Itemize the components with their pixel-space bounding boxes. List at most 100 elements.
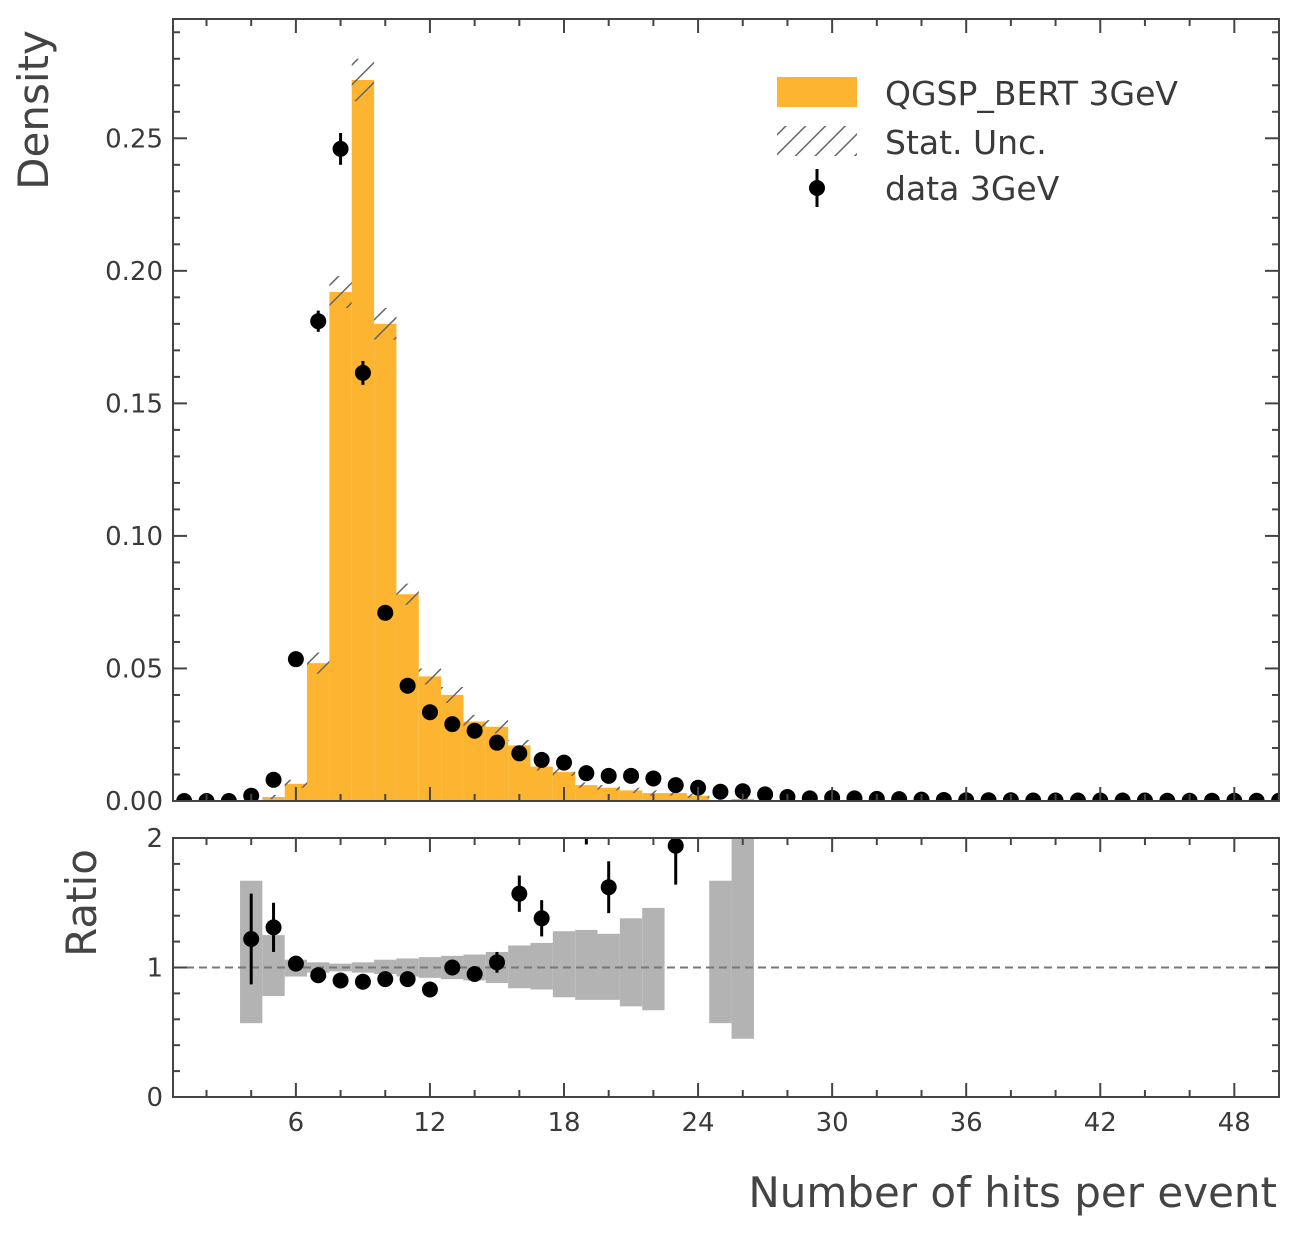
ratio-point xyxy=(287,955,304,972)
ratio-band-bin xyxy=(575,929,598,1000)
stat-unc-hatch xyxy=(374,307,397,340)
ratio-point xyxy=(600,879,617,896)
ratio-point xyxy=(265,919,282,936)
xtick-label: 48 xyxy=(1218,1108,1251,1138)
ratio-band-bin xyxy=(262,935,285,996)
ratio-band-bin xyxy=(329,963,352,972)
data-point xyxy=(421,704,438,721)
data-point xyxy=(1025,792,1042,801)
mc-bar xyxy=(396,594,419,801)
stat-unc-hatch xyxy=(396,583,419,605)
ratio-band-bin xyxy=(619,918,643,1007)
ratio-point xyxy=(399,971,416,988)
ratio-point xyxy=(421,981,438,998)
data-point xyxy=(980,792,997,801)
stat-uncertainty-hatch xyxy=(262,58,754,801)
data-point xyxy=(354,364,371,381)
data-point xyxy=(891,791,908,801)
ratio-point xyxy=(332,972,349,989)
ratio-point xyxy=(488,954,505,971)
ratio-point xyxy=(444,959,461,976)
data-point xyxy=(176,793,193,801)
ytick-label: 0.20 xyxy=(105,257,163,287)
data-point xyxy=(332,140,349,157)
legend-swatch-unc xyxy=(777,126,857,156)
legend-label-data: data 3GeV xyxy=(885,169,1060,208)
ratio-band-bin xyxy=(508,945,531,989)
data-point xyxy=(220,793,237,801)
main-panel: 0.00 0.05 0.10 0.15 0.20 0.25 Density QGSP_BE… xyxy=(9,18,1280,817)
stat-unc-hatch xyxy=(262,794,285,800)
mc-bar xyxy=(374,323,397,801)
ratio-point xyxy=(243,931,260,948)
mc-bar xyxy=(418,676,442,801)
data-point xyxy=(377,604,394,621)
ratio-ticks xyxy=(173,837,1280,1098)
ytick-label: 2 xyxy=(146,824,163,854)
data-point xyxy=(1248,792,1265,801)
ratio-point xyxy=(533,910,550,927)
stat-unc-hatch xyxy=(418,668,442,685)
mc-bar xyxy=(351,79,375,801)
data-point xyxy=(734,783,751,800)
mc-histogram xyxy=(262,79,754,801)
mc-bar xyxy=(441,694,464,801)
data-point xyxy=(846,790,863,801)
stat-unc-hatch xyxy=(307,652,330,674)
xtick-label: 12 xyxy=(413,1108,446,1138)
data-point xyxy=(466,722,483,739)
data-point xyxy=(488,734,505,751)
main-ticks xyxy=(173,19,1280,802)
mc-bar xyxy=(508,745,531,801)
stat-unc-hatch xyxy=(642,790,665,796)
x-axis-title: Number of hits per event xyxy=(748,1168,1277,1217)
ratio-ytick-labels: 0 1 2 xyxy=(146,824,163,1113)
ratio-band-bin xyxy=(642,907,665,1011)
main-ytick-labels: 0.00 0.05 0.10 0.15 0.20 0.25 xyxy=(105,124,163,817)
ytick-label: 0.05 xyxy=(105,654,163,684)
data-point xyxy=(757,786,774,801)
stat-unc-hatch xyxy=(597,785,620,791)
mc-bar xyxy=(575,785,598,801)
stat-unc-hatch xyxy=(284,779,308,788)
legend-swatch-mc xyxy=(777,77,857,107)
data-point xyxy=(578,765,595,782)
xtick-label: 6 xyxy=(288,1108,305,1138)
stat-unc-hatch xyxy=(552,767,576,776)
ratio-band-bin xyxy=(530,942,553,990)
ratio-ylabel: Ratio xyxy=(57,849,106,957)
xtick-label: 24 xyxy=(682,1108,715,1138)
stat-unc-hatch xyxy=(485,720,509,734)
data-point xyxy=(600,767,617,784)
data-point xyxy=(645,770,662,787)
data-point xyxy=(556,754,573,771)
mc-bar xyxy=(307,663,330,801)
data-point xyxy=(399,677,416,694)
ratio-point xyxy=(667,838,684,854)
stat-unc-hatch xyxy=(575,782,598,788)
legend-marker-data xyxy=(809,180,825,196)
ratio-point xyxy=(354,973,371,990)
data-point xyxy=(287,651,304,668)
ratio-band-bin xyxy=(552,931,576,998)
mc-bar xyxy=(329,292,352,801)
data-point xyxy=(801,790,818,801)
ratio-band-bin xyxy=(709,880,732,1024)
ratio-point xyxy=(310,967,327,984)
data-point xyxy=(511,745,528,762)
stat-unc-hatch xyxy=(441,687,464,703)
xtick-label: 42 xyxy=(1084,1108,1117,1138)
ratio-points xyxy=(243,765,728,998)
stat-unc-hatch xyxy=(351,58,375,102)
data-point xyxy=(935,791,952,801)
data-point xyxy=(533,751,550,768)
ratio-point xyxy=(712,765,728,781)
mc-bar xyxy=(619,790,643,801)
ytick-label: 0.15 xyxy=(105,389,163,419)
data-point xyxy=(1069,792,1086,801)
data-point xyxy=(712,783,729,800)
main-axes-frame xyxy=(172,18,1280,802)
data-point xyxy=(310,313,327,330)
ratio-point xyxy=(377,971,394,988)
